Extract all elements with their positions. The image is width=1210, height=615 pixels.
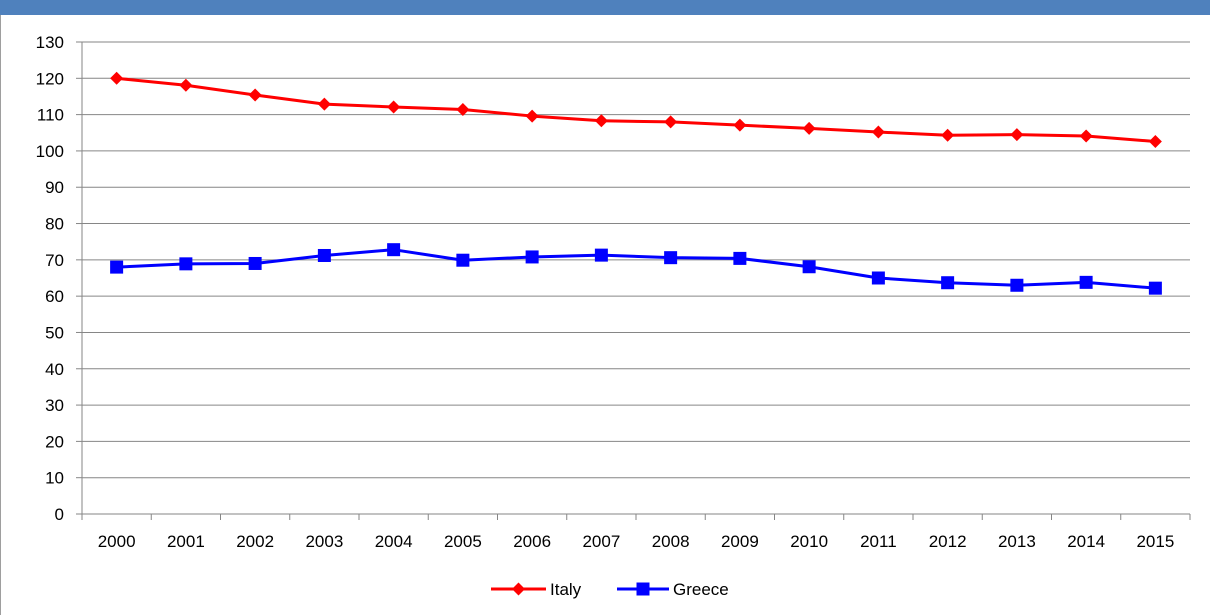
data-point-greece bbox=[248, 256, 262, 270]
y-tick-label: 40 bbox=[45, 360, 64, 379]
y-tick-label: 120 bbox=[36, 69, 64, 88]
y-tick-label: 50 bbox=[45, 323, 64, 342]
series-greece bbox=[110, 243, 1162, 295]
x-tick-label: 2004 bbox=[375, 532, 413, 551]
y-tick-label: 130 bbox=[36, 33, 64, 52]
y-tick-label: 70 bbox=[45, 251, 64, 270]
data-point-greece bbox=[179, 257, 193, 271]
y-tick-label: 80 bbox=[45, 215, 64, 234]
series-line-italy bbox=[116, 76, 1156, 143]
x-tick-label: 2006 bbox=[513, 532, 551, 551]
data-point-greece bbox=[802, 260, 816, 274]
data-point-greece bbox=[1079, 275, 1093, 289]
legend: Italy Greece bbox=[491, 580, 729, 599]
series-line-greece bbox=[116, 248, 1156, 290]
x-tick-label: 2011 bbox=[860, 532, 897, 551]
legend-marker-italy bbox=[512, 582, 525, 596]
axes: 0 10 20 30 40 50 60 70 80 90 100 110 120 130 2000 2001 2… bbox=[36, 33, 1191, 551]
x-tick-label: 2002 bbox=[236, 532, 274, 551]
data-point-greece bbox=[664, 251, 678, 265]
data-point-greece bbox=[387, 243, 401, 257]
x-tick-label: 2014 bbox=[1067, 532, 1105, 551]
x-tick-label: 2013 bbox=[998, 532, 1036, 551]
data-point-italy bbox=[248, 88, 262, 102]
y-tick-label: 0 bbox=[55, 505, 64, 524]
data-point-greece bbox=[110, 260, 124, 274]
data-point-greece bbox=[941, 276, 955, 290]
data-point-greece bbox=[733, 251, 747, 265]
data-point-italy bbox=[871, 125, 885, 139]
data-point-italy bbox=[733, 118, 747, 132]
data-point-italy bbox=[179, 78, 193, 92]
y-tick-label: 10 bbox=[45, 469, 64, 488]
data-point-greece bbox=[1010, 278, 1024, 292]
x-tick-label: 2001 bbox=[167, 532, 205, 551]
data-point-italy bbox=[525, 109, 539, 123]
legend-marker-greece bbox=[636, 582, 650, 596]
data-point-greece bbox=[1148, 281, 1162, 295]
x-tick-label: 2007 bbox=[582, 532, 620, 551]
legend-item-greece: Greece bbox=[617, 580, 729, 599]
x-tick-label: 2003 bbox=[305, 532, 343, 551]
y-tick-label: 60 bbox=[45, 287, 64, 306]
data-point-italy bbox=[802, 121, 816, 135]
legend-item-italy: Italy bbox=[491, 580, 582, 599]
y-tick-label: 110 bbox=[37, 106, 64, 125]
data-point-italy bbox=[941, 128, 955, 142]
data-point-greece bbox=[456, 253, 470, 267]
series-italy bbox=[110, 71, 1162, 148]
x-tick-label: 2015 bbox=[1136, 532, 1174, 551]
title-banner bbox=[0, 0, 1210, 15]
data-point-italy bbox=[664, 115, 678, 129]
data-point-italy bbox=[1148, 134, 1162, 148]
data-point-italy bbox=[317, 97, 331, 111]
data-point-greece bbox=[525, 250, 539, 264]
y-tick-label: 30 bbox=[45, 396, 64, 415]
frame-border bbox=[0, 15, 1, 615]
data-point-italy bbox=[387, 100, 401, 114]
y-tick-label: 20 bbox=[45, 432, 64, 451]
data-point-italy bbox=[110, 71, 124, 85]
gridlines bbox=[82, 41, 1190, 479]
x-tick-label: 2008 bbox=[652, 532, 690, 551]
y-tick-label: 100 bbox=[36, 142, 64, 161]
x-tick-label: 2009 bbox=[721, 532, 759, 551]
data-point-italy bbox=[456, 103, 470, 117]
x-tick-label: 2005 bbox=[444, 532, 482, 551]
x-tick-label: 2000 bbox=[98, 532, 136, 551]
data-point-greece bbox=[594, 248, 608, 262]
data-point-greece bbox=[317, 248, 331, 262]
legend-label-greece: Greece bbox=[673, 580, 729, 599]
legend-label-italy: Italy bbox=[550, 580, 582, 599]
x-tick-label: 2012 bbox=[929, 532, 967, 551]
data-point-greece bbox=[871, 271, 885, 285]
data-point-italy bbox=[594, 114, 608, 128]
y-tick-label: 90 bbox=[45, 178, 64, 197]
data-point-italy bbox=[1010, 128, 1024, 142]
x-tick-label: 2010 bbox=[790, 532, 828, 551]
data-point-italy bbox=[1079, 129, 1093, 143]
series-layer bbox=[110, 71, 1162, 295]
